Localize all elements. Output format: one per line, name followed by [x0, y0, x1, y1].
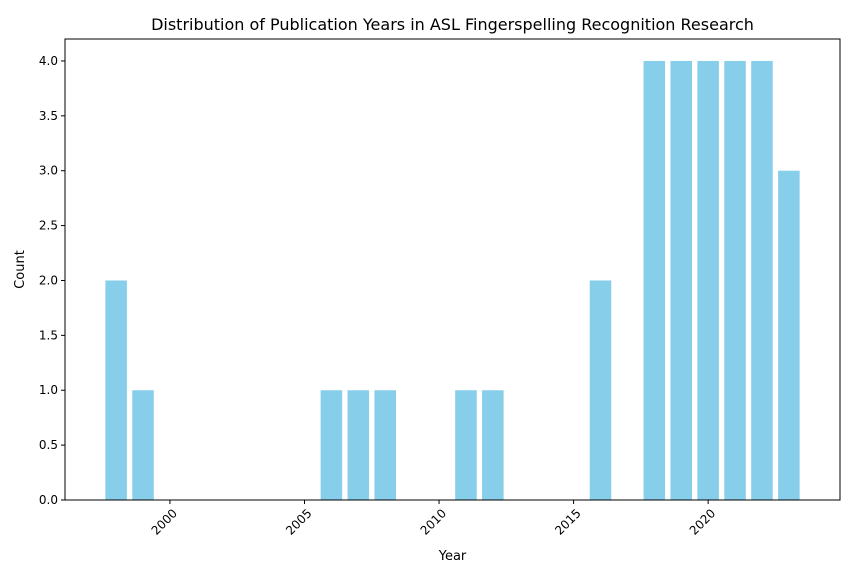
y-axis-label: Count — [13, 250, 28, 289]
x-tick-label: 2005 — [283, 506, 314, 537]
bar-1999 — [132, 390, 154, 500]
y-tick-label: 0.5 — [39, 438, 58, 452]
x-axis: 2000 2005 2010 2015 2020 — [149, 500, 718, 538]
y-tick-label: 3.5 — [39, 109, 58, 123]
bar-2023 — [778, 170, 800, 500]
x-tick-label: 2010 — [418, 506, 449, 537]
x-tick-label: 2020 — [687, 506, 718, 537]
bar-2021 — [724, 60, 746, 500]
y-tick-label: 1.0 — [39, 383, 58, 397]
bar-2022 — [751, 60, 773, 500]
bar-2018 — [643, 60, 666, 500]
bar-2020 — [697, 60, 719, 500]
y-tick-label: 1.5 — [39, 328, 58, 342]
y-tick-label: 4.0 — [39, 54, 58, 68]
bar-2006 — [320, 390, 343, 500]
y-tick-label: 2.0 — [39, 273, 58, 287]
y-tick-label: 2.5 — [39, 219, 58, 233]
bars-group — [105, 60, 800, 500]
bar-2019 — [670, 60, 692, 500]
bar-2011 — [455, 390, 477, 500]
bar-2012 — [482, 390, 504, 500]
bar-2016 — [589, 280, 612, 500]
y-tick-label: 0.0 — [39, 493, 58, 507]
bar-2008 — [374, 390, 396, 500]
x-tick-label: 2015 — [552, 506, 583, 537]
x-tick-label: 2000 — [149, 506, 180, 537]
chart-title: Distribution of Publication Years in ASL… — [151, 15, 754, 34]
x-axis-label: Year — [438, 549, 467, 564]
y-axis: 0.0 0.5 1.0 1.5 2.0 2.5 3.0 3.5 4.0 — [39, 54, 65, 507]
y-tick-label: 3.0 — [39, 164, 58, 178]
bar-2007 — [347, 390, 370, 500]
plot-frame — [64, 38, 841, 501]
bar-1998 — [105, 280, 127, 500]
